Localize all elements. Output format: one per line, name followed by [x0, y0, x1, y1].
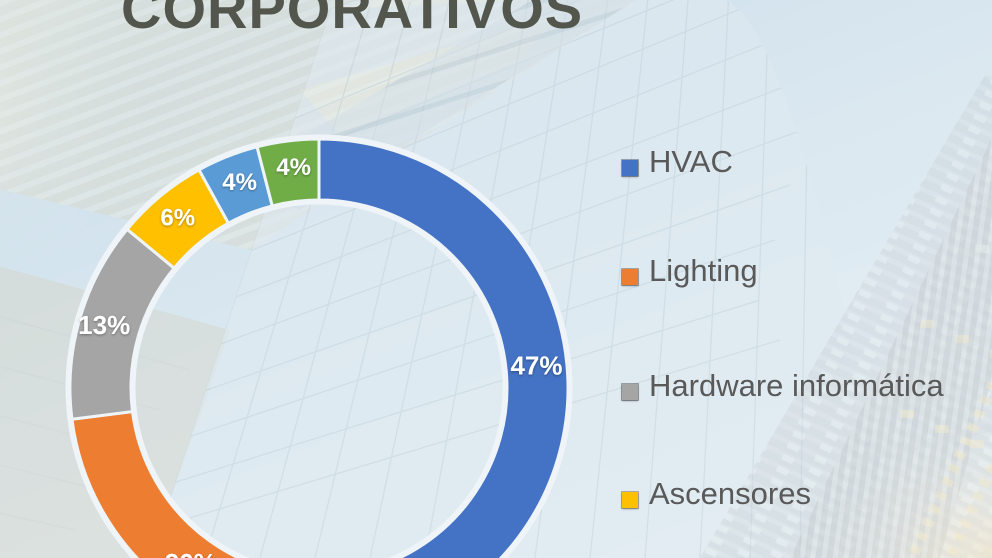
svg-text:13%: 13% — [78, 310, 130, 340]
svg-text:4%: 4% — [222, 169, 257, 196]
svg-text:4%: 4% — [276, 154, 311, 181]
svg-text:47%: 47% — [510, 350, 562, 380]
svg-text:6%: 6% — [160, 205, 195, 232]
svg-text:26%: 26% — [165, 548, 217, 558]
